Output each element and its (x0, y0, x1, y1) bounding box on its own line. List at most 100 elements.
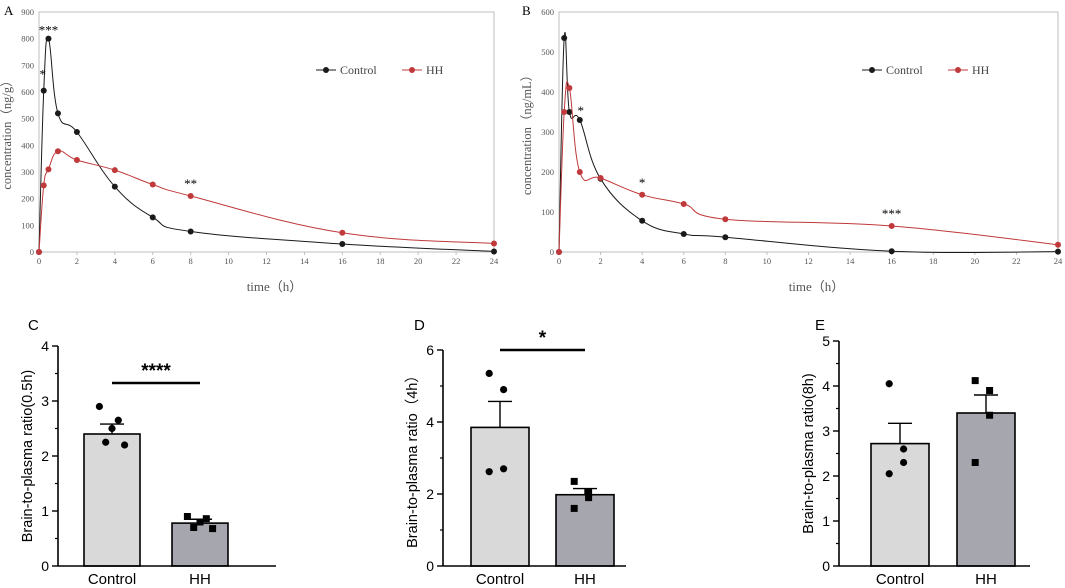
data-point-hh (45, 166, 52, 173)
x-tick-label: 12 (262, 256, 271, 266)
series-line-control (558, 32, 1059, 254)
data-point-hh (722, 216, 729, 223)
legend-label: Control (886, 63, 923, 77)
panel-d: D Control HH 0 2 4 6 Brain-to-plasma ratio（4h） * (404, 317, 626, 588)
x-tick-label: 20 (971, 256, 980, 266)
y-tick-label: 0 (550, 247, 554, 257)
legend-marker (409, 67, 415, 73)
y-tick-label: 200 (541, 167, 554, 177)
x-tick-label: 10 (763, 256, 772, 266)
data-point-hh (986, 387, 994, 394)
data-point-control (73, 129, 80, 135)
data-point-control (900, 458, 908, 467)
y-tick-label: 3 (41, 393, 49, 409)
data-point-control (40, 87, 47, 94)
y-tick-label: 2 (41, 448, 49, 464)
significance-marker: *** (882, 206, 902, 221)
data-point-hh (36, 249, 42, 255)
legend-label: HH (972, 63, 990, 77)
data-point-control (900, 445, 908, 453)
data-point-hh (1055, 241, 1061, 248)
y-tick-label: 300 (541, 127, 554, 137)
legend-marker (955, 67, 961, 73)
data-point-hh (111, 167, 118, 174)
x-tick-label: 4 (640, 256, 645, 266)
bar-hh (956, 412, 1016, 567)
legend-marker (323, 67, 329, 73)
data-point-control (485, 468, 493, 476)
x-tick-label: 8 (189, 256, 193, 266)
data-point-control (108, 424, 116, 433)
data-point-control (566, 109, 573, 115)
x-tick-label: HH (574, 571, 596, 588)
data-point-hh (556, 249, 562, 255)
x-tick-label: 2 (75, 256, 79, 266)
y-tick-label: 600 (21, 87, 34, 97)
x-tick-label: 14 (846, 256, 855, 266)
series-line-hh (558, 81, 1059, 253)
data-point-control (485, 369, 493, 377)
y-tick-label: 0 (41, 558, 49, 574)
x-tick-label: Control (876, 571, 924, 588)
y-axis-label: concentration（ng/g） (0, 74, 14, 189)
y-tick-label: 500 (21, 114, 34, 124)
data-point-hh (202, 515, 210, 523)
significance-marker: * (539, 328, 547, 349)
data-point-control (111, 183, 118, 190)
panel-letter: D (414, 317, 425, 334)
y-axis-label: Brain-to-plasma ratio（4h） (404, 368, 421, 548)
legend-label: HH (426, 63, 444, 77)
panel-letter: E (815, 317, 825, 334)
y-tick-label: 2 (426, 486, 434, 502)
x-tick-label: 14 (300, 256, 309, 266)
y-tick-label: 1 (822, 513, 830, 529)
x-axis-label: time（h） (247, 279, 303, 294)
y-tick-label: 500 (541, 47, 554, 57)
data-point-control (639, 217, 646, 224)
y-tick-label: 100 (21, 220, 34, 230)
data-point-hh (190, 524, 198, 531)
y-tick-label: 900 (21, 7, 34, 17)
x-tick-label: 0 (557, 256, 561, 266)
data-point-control (680, 231, 687, 237)
x-tick-label: 6 (151, 256, 155, 266)
data-point-control (114, 416, 122, 424)
data-point-control (888, 248, 895, 255)
y-axis-label: Brain-to-plasma ratio(8h) (801, 373, 817, 533)
data-point-control (121, 441, 129, 449)
y-tick-label: 300 (21, 167, 34, 177)
data-point-control (102, 438, 110, 446)
data-point-control (149, 214, 156, 221)
data-point-control (885, 380, 893, 388)
significance-marker: * (39, 67, 46, 82)
data-point-hh (680, 201, 687, 207)
data-point-hh (491, 240, 497, 247)
y-tick-label: 800 (21, 34, 34, 44)
x-tick-label: 2 (598, 256, 602, 266)
data-point-hh (585, 494, 593, 502)
series-line-control (38, 37, 495, 253)
x-tick-label: Control (88, 571, 136, 588)
x-tick-label: HH (189, 571, 211, 588)
data-point-hh (339, 229, 346, 236)
y-tick-label: 2 (822, 468, 830, 484)
x-tick-label: 6 (682, 256, 686, 266)
data-point-hh (561, 109, 568, 115)
data-point-hh (888, 223, 895, 229)
bar-control (83, 433, 141, 567)
data-point-hh (986, 411, 994, 419)
x-tick-label: 8 (723, 256, 727, 266)
y-tick-label: 400 (21, 140, 34, 150)
bar-hh (171, 522, 229, 567)
data-point-hh (576, 169, 583, 175)
y-tick-label: 0 (822, 558, 830, 574)
data-point-hh (54, 148, 61, 155)
plot-frame (558, 11, 1059, 253)
data-point-hh (209, 525, 217, 533)
y-tick-label: 400 (541, 87, 554, 97)
panel-e: E Control HH 0 1 2 3 4 5 Brain-to-plasma ratio(8h… (801, 317, 1030, 588)
panel-letter: C (28, 317, 39, 334)
x-tick-label: 20 (414, 256, 423, 266)
